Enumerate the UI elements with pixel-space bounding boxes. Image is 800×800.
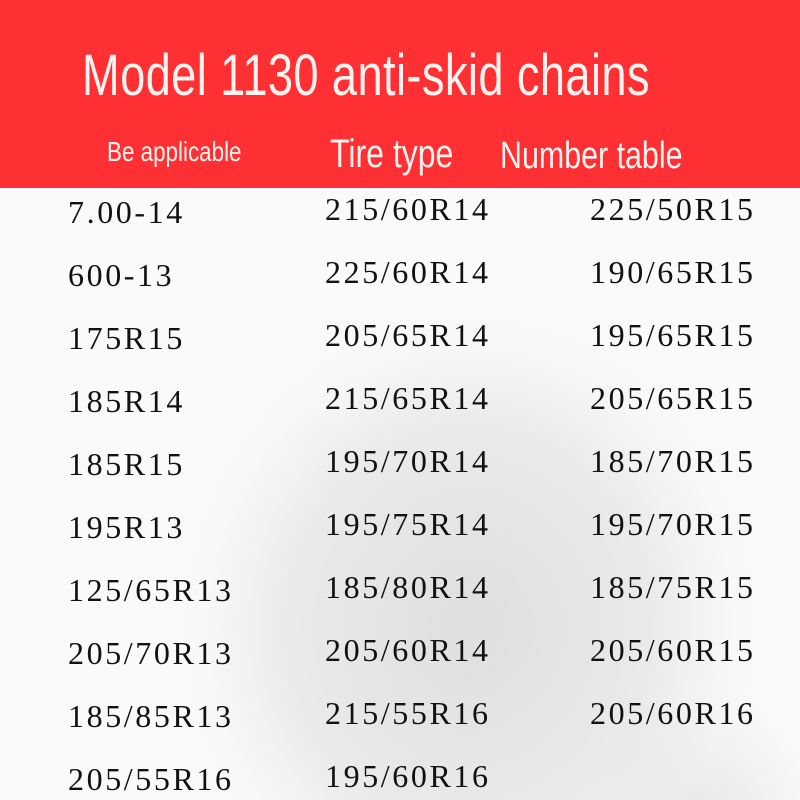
table-cell: 225/50R15 (590, 191, 756, 227)
table-cell: 225/60R14 (325, 254, 491, 290)
table-cell: 185/80R14 (325, 569, 491, 605)
table-cell: 600-13 (68, 257, 175, 293)
background-chain-image (0, 188, 800, 800)
table-cell: 195/70R15 (590, 506, 756, 542)
table-cell: 185/70R15 (590, 443, 756, 479)
table-cell: 205/70R13 (68, 635, 234, 671)
column-header-tire-type: Tire type (330, 132, 454, 176)
table-cell: 195/65R15 (590, 317, 756, 353)
table-cell: 195/70R14 (325, 443, 491, 479)
table-cell: 205/60R15 (590, 632, 756, 668)
table-cell: 215/55R16 (325, 695, 491, 731)
table-cell: 125/65R13 (68, 572, 234, 608)
header-banner: Model 1130 anti-skid chains Be applicabl… (0, 0, 800, 188)
table-cell: 185/75R15 (590, 569, 756, 605)
table-cell: 205/60R16 (590, 695, 756, 731)
column-header-number-table: Number table (500, 135, 683, 177)
table-cell: 205/65R14 (325, 317, 491, 353)
table-cell: 195/75R14 (325, 506, 491, 542)
table-cell: 190/65R15 (590, 254, 756, 290)
table-cell: 215/60R14 (325, 191, 491, 227)
table-cell: 205/55R16 (68, 761, 234, 797)
table-cell: 195R13 (68, 509, 185, 545)
table-cell: 7.00-14 (68, 194, 185, 230)
table-cell: 185R15 (68, 446, 185, 482)
table-cell: 185/85R13 (68, 698, 234, 734)
table-cell: 205/65R15 (590, 380, 756, 416)
table-cell: 175R15 (68, 320, 185, 356)
table-cell: 215/65R14 (325, 380, 491, 416)
table-cell: 205/60R14 (325, 632, 491, 668)
table-cell: 195/60R16 (325, 758, 491, 794)
table-cell: 185R14 (68, 383, 185, 419)
page-title: Model 1130 anti-skid chains (82, 43, 650, 108)
column-header-applicable: Be applicable (107, 136, 242, 167)
